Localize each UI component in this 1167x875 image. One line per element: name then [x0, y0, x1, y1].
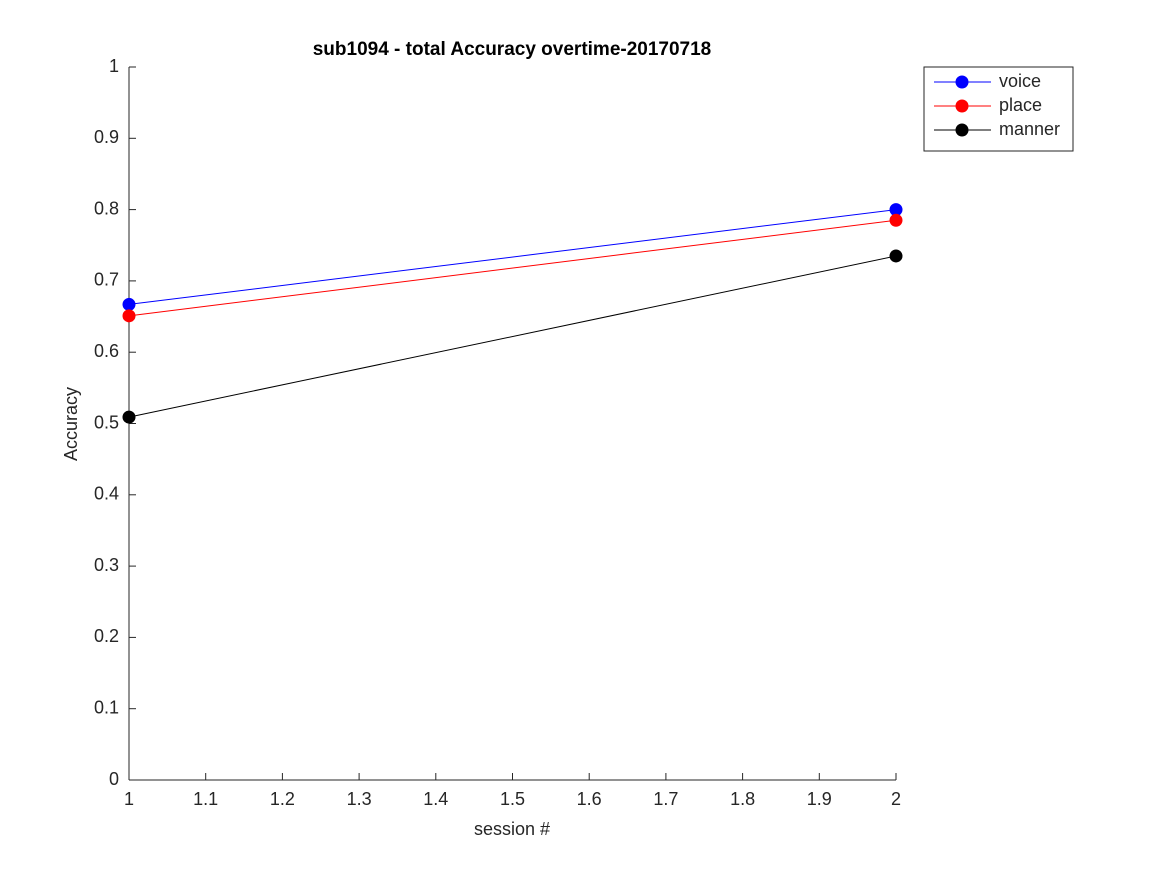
x-axis-label: session # [474, 819, 550, 839]
y-tick-label: 0.4 [94, 484, 119, 504]
legend-label: voice [999, 71, 1041, 91]
x-tick-label: 1.7 [653, 789, 678, 809]
x-tick-label: 1.2 [270, 789, 295, 809]
y-tick-label: 0.1 [94, 697, 119, 717]
series-line [128, 209, 897, 305]
x-tick-label: 1.8 [730, 789, 755, 809]
chart-title: sub1094 - total Accuracy overtime-201707… [313, 39, 712, 60]
data-point [889, 249, 903, 263]
data-point [889, 213, 903, 227]
y-tick-label: 0.9 [94, 127, 119, 147]
y-tick-label: 0.7 [94, 270, 119, 290]
y-tick-label: 0.5 [94, 412, 119, 432]
y-tick-label: 1 [109, 56, 119, 76]
y-axis-label: Accuracy [61, 387, 81, 461]
x-tick-label: 1.3 [347, 789, 372, 809]
legend-marker [955, 123, 969, 137]
data-point [122, 410, 136, 424]
legend-label: place [999, 95, 1042, 115]
y-tick-label: 0.8 [94, 198, 119, 218]
data-point [122, 309, 136, 323]
y-tick-label: 0 [109, 769, 119, 789]
x-tick-label: 1.4 [423, 789, 448, 809]
legend-marker [955, 75, 969, 89]
legend-box [923, 66, 1074, 152]
x-tick-label: 1.9 [807, 789, 832, 809]
data-point [889, 203, 903, 217]
series-line [128, 255, 897, 418]
x-tick-label: 2 [891, 789, 901, 809]
series-line [128, 219, 897, 317]
y-tick-label: 0.3 [94, 555, 119, 575]
data-point [122, 297, 136, 311]
y-tick-label: 0.6 [94, 341, 119, 361]
x-tick-label: 1 [124, 789, 134, 809]
legend-label: manner [999, 119, 1060, 139]
x-tick-label: 1.6 [577, 789, 602, 809]
legend-marker [955, 99, 969, 113]
x-tick-label: 1.1 [193, 789, 218, 809]
x-tick-label: 1.5 [500, 789, 525, 809]
y-tick-label: 0.2 [94, 626, 119, 646]
